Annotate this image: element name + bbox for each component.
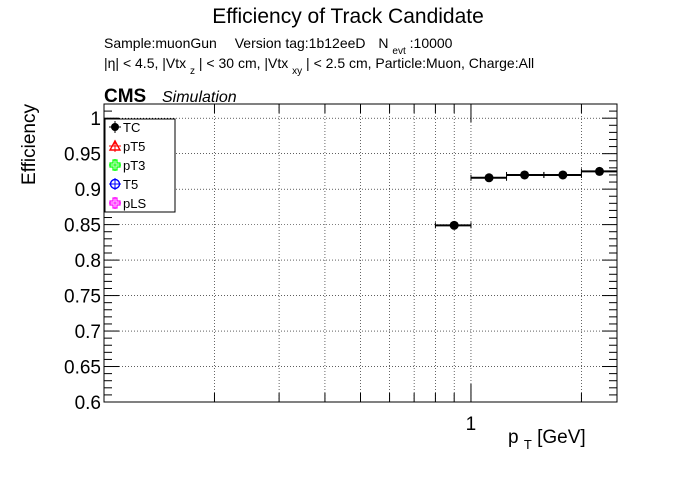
y-tick-label: 0.9 [75,180,101,201]
axes: 0.6 0.65 0.7 0.75 0.8 0.85 0.9 0.95 1 1 [64,103,618,435]
legend-marker-triangle-icon [108,139,122,151]
cut-particle: | < 2.5 cm, Particle:Muon, Charge:All [306,55,534,71]
n-events-label: N [378,35,388,51]
y-tick-label: 0.85 [64,216,101,237]
y-tick-label: 0.7 [75,322,101,343]
x-tick-label: 1 [466,414,477,435]
x-axis-label-main: p [508,427,519,448]
legend: TC pT5 pT3 T5 pLS [104,118,176,213]
legend-entry-label: pT3 [123,158,145,173]
cut-vtx-xy-subscript: xy [292,66,302,77]
chart-title: Efficiency of Track Candidate [212,5,484,28]
legend-marker-cross-icon [109,197,121,209]
legend-entry-label: pT5 [123,139,145,154]
version-label: Version tag:1b12eeD [235,35,366,51]
y-tick-label: 0.8 [75,251,101,272]
sample-label: Sample:muonGun [104,35,217,51]
legend-entry-label: TC [123,120,140,135]
plot-frame [103,103,618,403]
data-point [594,166,604,176]
legend-entry-label: T5 [123,177,138,192]
cut-eta: |η| < 4.5, |Vtx [104,55,186,71]
legend-marker-cross-icon [109,159,121,171]
y-tick-label: 0.6 [75,393,101,414]
x-axis-label-subscript: T [524,437,532,452]
chart-subtitle-line-2: |η| < 4.5, |Vtx z | < 30 cm, |Vtx xy | <… [104,55,534,77]
cms-label: CMS [104,86,146,107]
x-axis-label: p T [GeV] [508,427,586,454]
cut-vtx-z-subscript: z [190,66,195,77]
data-point [484,173,494,183]
grid [103,104,617,403]
legend-marker-circle-icon [111,123,119,131]
y-tick-label: 0.95 [64,145,101,166]
legend-marker-open-circle-icon [109,178,121,190]
data-point [449,220,459,230]
data-point [558,170,568,180]
y-tick-label: 0.75 [64,287,101,308]
simulation-label: Simulation [162,89,237,106]
y-tick-label: 0.65 [64,358,101,379]
x-axis-label-unit: [GeV] [537,427,586,448]
data-point [520,170,530,180]
legend-entry-label: pLS [123,196,146,211]
data-points [434,166,618,230]
chart-subtitle-line-1: Sample:muonGun Version tag:1b12eeD N evt… [104,35,453,57]
n-events-value: :10000 [410,35,453,51]
n-events-subscript: evt [392,46,406,57]
y-tick-label: 1 [90,109,101,130]
y-axis-label: Efficiency [19,104,40,185]
cut-vtx-z: | < 30 cm, |Vtx [199,55,288,71]
